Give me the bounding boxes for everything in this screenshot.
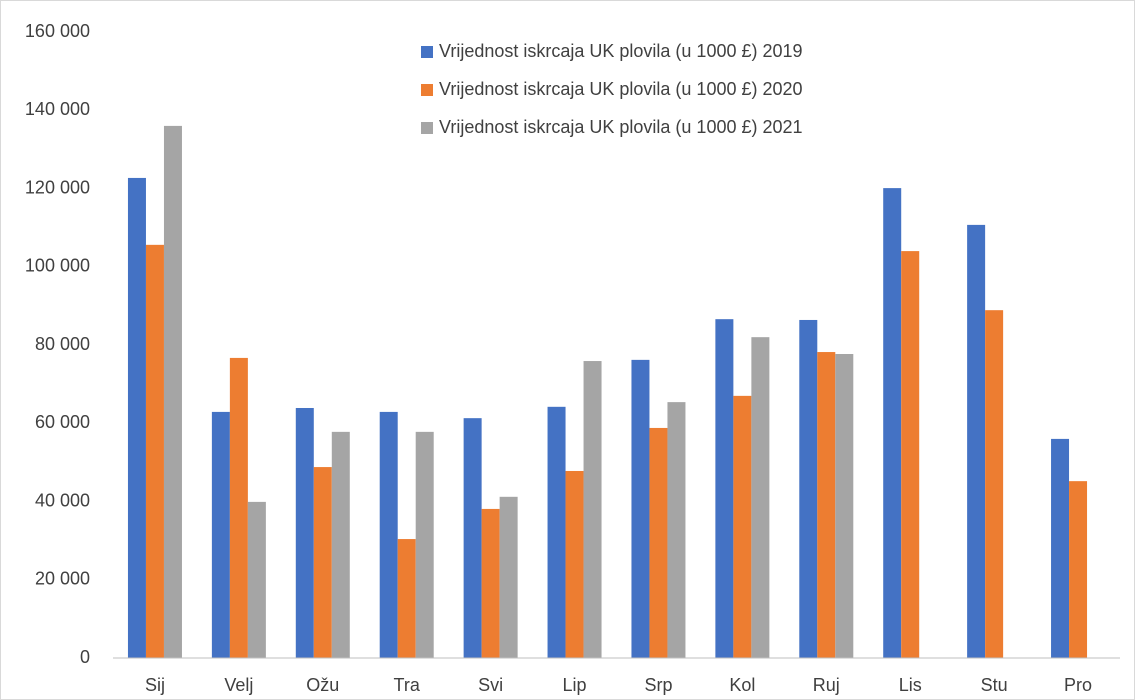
bar — [547, 406, 566, 658]
bar — [901, 251, 920, 658]
x-tick-label: Tra — [394, 675, 421, 695]
bar — [145, 244, 164, 658]
x-tick-label: Kol — [729, 675, 755, 695]
legend-label: Vrijednost iskrcaja UK plovila (u 1000 £… — [439, 79, 803, 99]
bar — [649, 427, 668, 658]
bar — [751, 337, 770, 658]
bar — [967, 224, 986, 659]
bar — [631, 359, 650, 658]
y-tick-label: 0 — [80, 647, 90, 667]
bar — [463, 418, 482, 658]
bar — [667, 402, 686, 658]
legend-label: Vrijednost iskrcaja UK plovila (u 1000 £… — [439, 41, 803, 61]
y-tick-label: 100 000 — [25, 256, 90, 276]
x-tick-label: Pro — [1064, 675, 1092, 695]
x-tick-label: Ožu — [306, 675, 339, 695]
x-tick-label: Svi — [478, 675, 503, 695]
bar — [211, 411, 230, 658]
x-tick-label: Velj — [224, 675, 253, 695]
y-tick-label: 120 000 — [25, 177, 90, 197]
bar — [1069, 481, 1088, 658]
bar — [247, 501, 266, 658]
bar — [1051, 438, 1070, 658]
bar — [835, 353, 854, 658]
bar — [295, 407, 314, 658]
bar — [397, 539, 416, 658]
y-tick-label: 140 000 — [25, 99, 90, 119]
bar — [715, 319, 734, 658]
bar — [985, 310, 1004, 658]
bar — [481, 508, 500, 658]
x-tick-label: Srp — [644, 675, 672, 695]
legend-swatch — [421, 122, 433, 134]
y-tick-label: 20 000 — [35, 569, 90, 589]
bar — [817, 352, 836, 658]
legend-swatch — [421, 46, 433, 58]
bar — [499, 496, 518, 658]
bar — [163, 125, 182, 658]
bar — [583, 361, 602, 658]
bar — [127, 177, 146, 658]
legend-swatch — [421, 84, 433, 96]
x-tick-label: Sij — [145, 675, 165, 695]
bar — [799, 319, 818, 658]
y-tick-label: 80 000 — [35, 334, 90, 354]
bar — [331, 431, 350, 658]
y-tick-label: 60 000 — [35, 412, 90, 432]
x-tick-label: Ruj — [813, 675, 840, 695]
bar — [313, 467, 332, 658]
bar — [565, 470, 584, 658]
bar — [415, 431, 434, 658]
bar — [379, 411, 398, 658]
y-tick-label: 160 000 — [25, 21, 90, 41]
bar — [883, 188, 902, 658]
x-tick-label: Stu — [981, 675, 1008, 695]
x-tick-label: Lis — [899, 675, 922, 695]
legend-label: Vrijednost iskrcaja UK plovila (u 1000 £… — [439, 117, 803, 137]
x-tick-label: Lip — [563, 675, 587, 695]
bar — [229, 357, 248, 658]
bar — [733, 395, 752, 658]
y-tick-label: 40 000 — [35, 490, 90, 510]
